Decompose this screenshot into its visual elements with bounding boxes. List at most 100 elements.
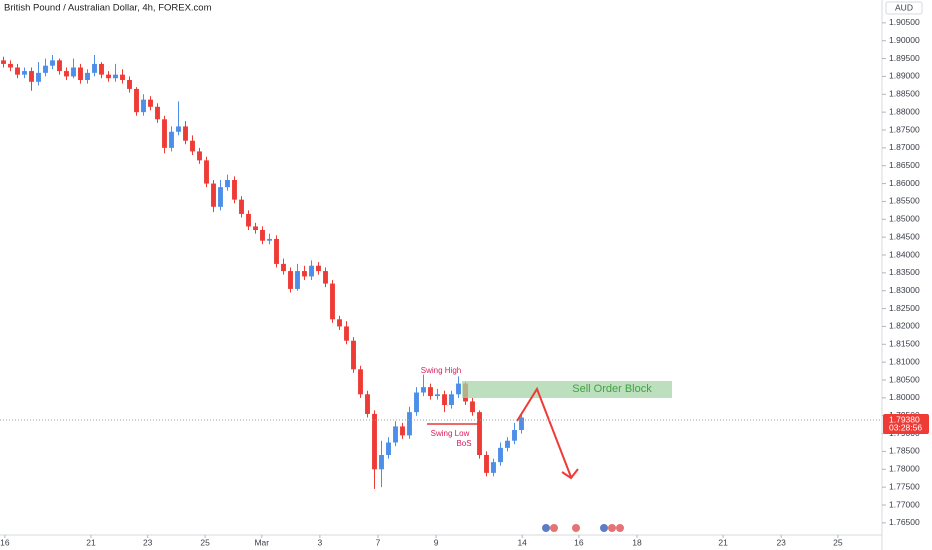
last-price-label: 1.79380 bbox=[889, 414, 920, 424]
x-tick-label: 23 bbox=[776, 537, 786, 547]
candle-body bbox=[15, 67, 20, 75]
candle-body bbox=[400, 426, 405, 436]
candle-body bbox=[442, 394, 447, 405]
candle-body bbox=[148, 99, 153, 107]
y-tick-label: 1.82000 bbox=[889, 321, 920, 331]
x-tick-label: 16 bbox=[0, 537, 10, 547]
y-tick-label: 1.86000 bbox=[889, 178, 920, 188]
candle-body bbox=[64, 71, 69, 77]
candle-body bbox=[456, 383, 461, 395]
y-tick-label: 1.88000 bbox=[889, 106, 920, 116]
candle-body bbox=[99, 63, 104, 75]
candle-body bbox=[8, 63, 13, 68]
candle-body bbox=[309, 265, 314, 277]
candle-body bbox=[78, 67, 83, 80]
candle-body bbox=[267, 238, 272, 241]
candle-body bbox=[225, 180, 230, 188]
candle-body bbox=[281, 263, 286, 272]
candle-body bbox=[155, 106, 160, 120]
candle-body bbox=[449, 394, 454, 405]
candle-body bbox=[337, 319, 342, 327]
x-tick-label: 7 bbox=[376, 537, 381, 547]
candle-body bbox=[190, 140, 195, 152]
y-tick-label: 1.78000 bbox=[889, 464, 920, 474]
y-tick-label: 1.84500 bbox=[889, 231, 920, 241]
y-tick-label: 1.88500 bbox=[889, 89, 920, 99]
candle-body bbox=[421, 387, 426, 393]
candle-body bbox=[183, 126, 188, 141]
candle-body bbox=[204, 160, 209, 184]
last-price-badge bbox=[883, 414, 929, 434]
candle-body bbox=[505, 440, 510, 448]
y-tick-label: 1.80000 bbox=[889, 392, 920, 402]
candle-body bbox=[491, 462, 496, 473]
candle-body bbox=[316, 265, 321, 272]
x-tick-label: 25 bbox=[200, 537, 210, 547]
y-tick-label: 1.90000 bbox=[889, 35, 920, 45]
currency-label: AUD bbox=[895, 2, 913, 12]
candle-body bbox=[218, 187, 223, 207]
y-tick-label: 1.87500 bbox=[889, 124, 920, 134]
bos-label: BoS bbox=[456, 439, 471, 448]
candle-body bbox=[120, 74, 125, 80]
countdown-label: 03:28:56 bbox=[889, 422, 922, 432]
candle-body bbox=[365, 394, 370, 414]
swing-high-label: Swing High bbox=[421, 366, 461, 375]
y-tick-label: 1.89500 bbox=[889, 53, 920, 63]
candle-body bbox=[85, 72, 90, 80]
x-tick-label: 3 bbox=[318, 537, 323, 547]
candle-body bbox=[351, 340, 356, 370]
y-tick-label: 1.85000 bbox=[889, 214, 920, 224]
candle-body bbox=[106, 74, 111, 79]
x-tick-label: 9 bbox=[434, 537, 439, 547]
event-icons bbox=[542, 524, 624, 532]
candle-body bbox=[239, 199, 244, 214]
x-tick-label: 21 bbox=[718, 537, 728, 547]
candle-body bbox=[134, 88, 139, 113]
chart-title: British Pound / Australian Dollar, 4h, F… bbox=[4, 3, 212, 14]
x-tick-label: 14 bbox=[517, 537, 527, 547]
candle-body bbox=[260, 230, 265, 241]
y-tick-label: 1.90500 bbox=[889, 17, 920, 27]
candle-body bbox=[22, 71, 27, 75]
candle-body bbox=[428, 387, 433, 397]
candle-body bbox=[484, 455, 489, 473]
candle-body bbox=[288, 271, 293, 289]
candle-body bbox=[246, 213, 251, 227]
candle-body bbox=[414, 392, 419, 413]
candle-body bbox=[57, 60, 62, 72]
candle-body bbox=[407, 412, 412, 436]
x-tick-label: Mar bbox=[254, 537, 269, 547]
candle-body bbox=[344, 326, 349, 341]
candle-body bbox=[141, 99, 146, 113]
y-tick-label: 1.83000 bbox=[889, 285, 920, 295]
y-tick-label: 1.81000 bbox=[889, 356, 920, 366]
candle-body bbox=[379, 455, 384, 470]
y-tick-label: 1.80500 bbox=[889, 374, 920, 384]
candle-body bbox=[477, 412, 482, 455]
y-tick-label: 1.77000 bbox=[889, 499, 920, 509]
candle-body bbox=[435, 394, 440, 397]
x-tick-label: 18 bbox=[632, 537, 642, 547]
candle-body bbox=[330, 283, 335, 320]
candle-body bbox=[358, 369, 363, 395]
y-tick-label: 1.78500 bbox=[889, 446, 920, 456]
candle-body bbox=[197, 151, 202, 161]
candle-body bbox=[211, 183, 216, 207]
y-tick-label: 1.77500 bbox=[889, 481, 920, 491]
y-tick-label: 1.89000 bbox=[889, 71, 920, 81]
x-tick-label: 25 bbox=[833, 537, 843, 547]
x-tick-label: 21 bbox=[86, 537, 96, 547]
candle-body bbox=[295, 271, 300, 289]
candle-body bbox=[512, 430, 517, 441]
candle-body bbox=[519, 417, 524, 430]
candle-body bbox=[176, 126, 181, 132]
candle-body bbox=[36, 72, 41, 82]
y-tick-label: 1.83500 bbox=[889, 267, 920, 277]
y-tick-label: 1.82500 bbox=[889, 303, 920, 313]
candles bbox=[1, 55, 524, 489]
candle-body bbox=[274, 238, 279, 264]
